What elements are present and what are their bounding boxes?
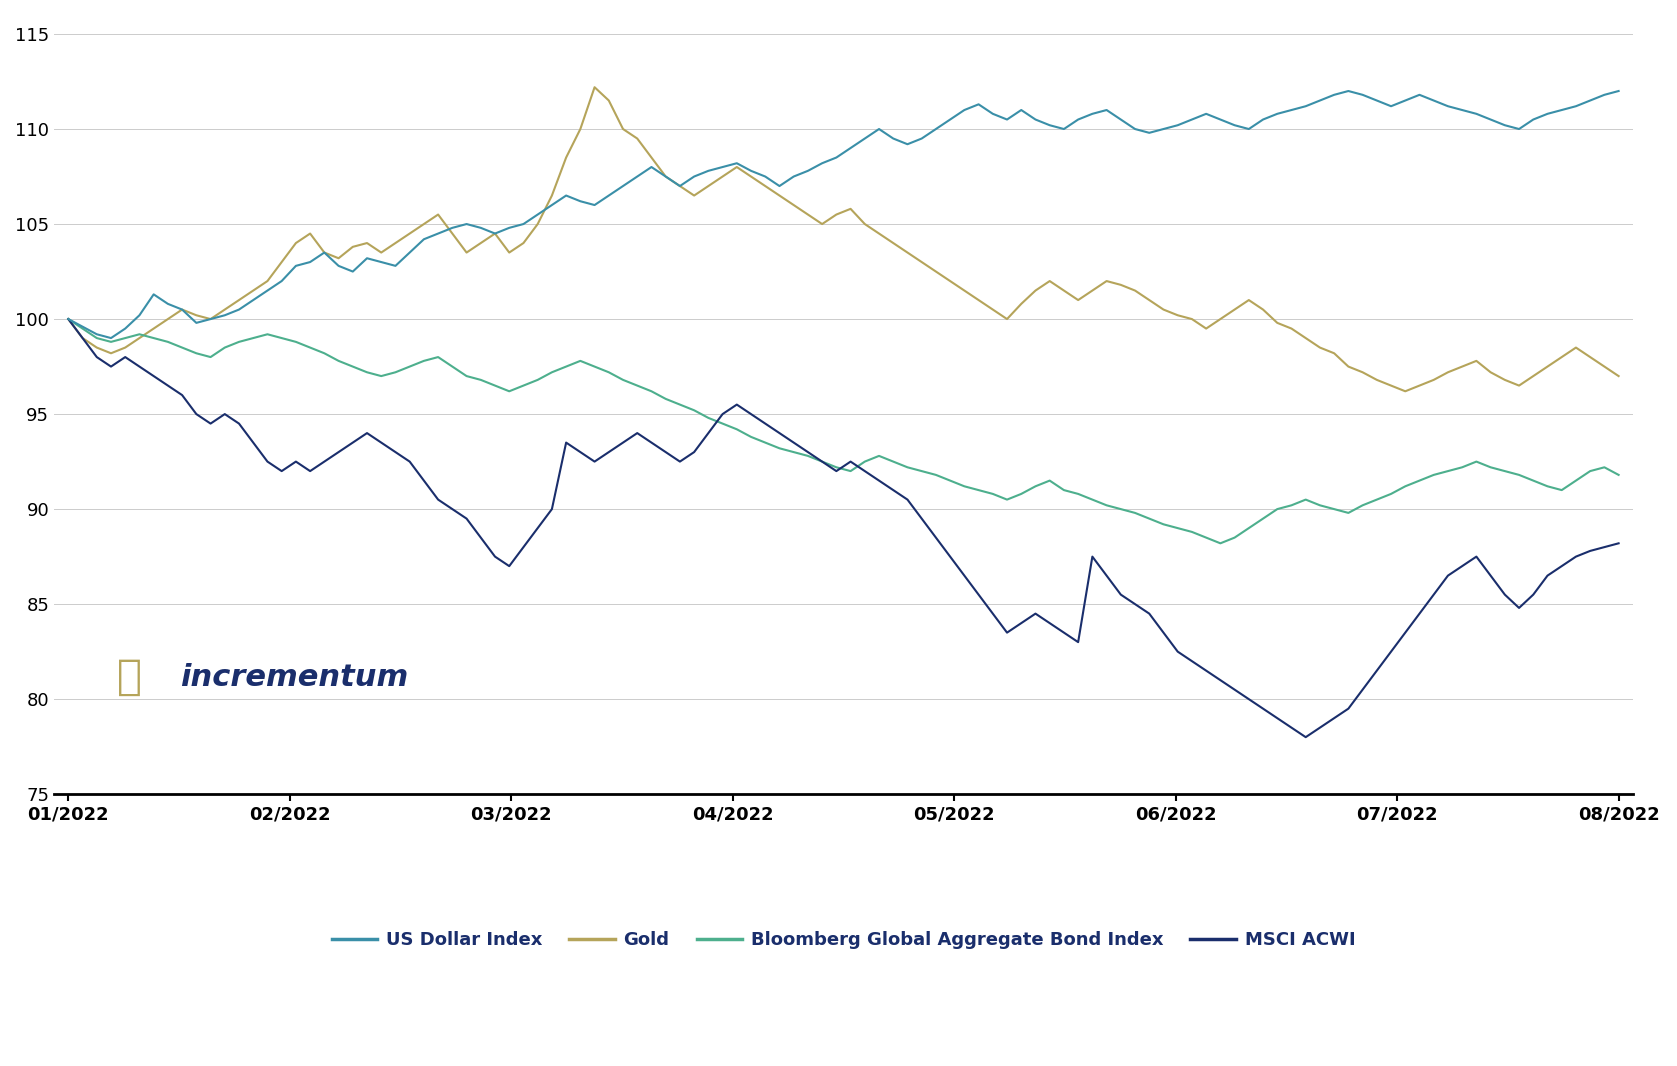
Text: incrementum: incrementum xyxy=(181,663,409,692)
Text: 🌳: 🌳 xyxy=(117,657,143,698)
Legend: US Dollar Index, Gold, Bloomberg Global Aggregate Bond Index, MSCI ACWI: US Dollar Index, Gold, Bloomberg Global … xyxy=(325,924,1362,956)
